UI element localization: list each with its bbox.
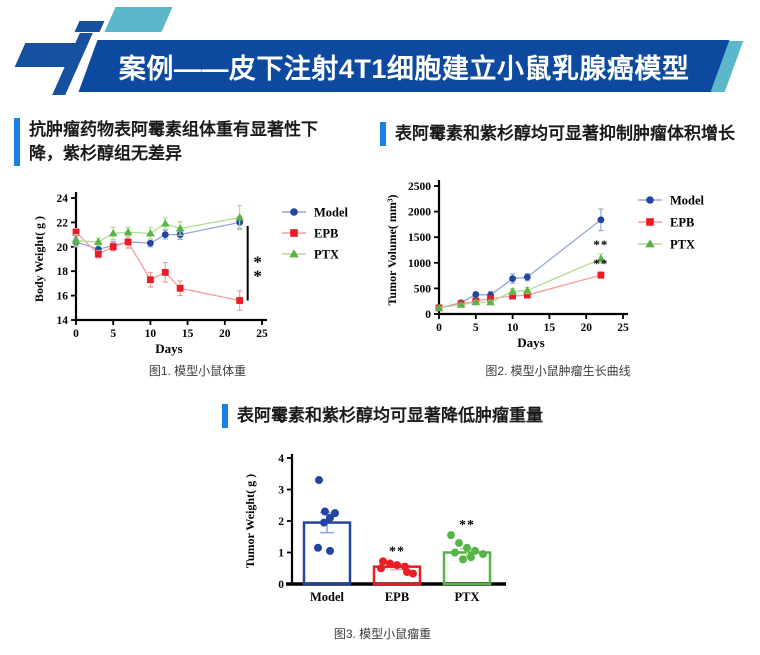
accent-bar (380, 122, 386, 146)
figure1-caption: 图1. 模型小鼠体重 (148, 364, 247, 378)
svg-text:EPB: EPB (385, 590, 409, 604)
svg-text:Model: Model (314, 206, 349, 220)
svg-text:1500: 1500 (408, 232, 431, 244)
svg-text:0: 0 (436, 322, 442, 334)
svg-text:*: * (253, 266, 262, 285)
svg-text:2: 2 (278, 516, 284, 528)
accent-bar (222, 404, 228, 428)
bar-group-Model (302, 476, 352, 586)
svg-text:EPB: EPB (314, 227, 338, 241)
svg-text:16: 16 (57, 291, 69, 303)
svg-text:0: 0 (278, 579, 284, 591)
bar-group-PTX (442, 531, 492, 586)
section-title-bottom-text: 表阿霉素和紫杉醇均可显著降低肿瘤重量 (237, 406, 543, 425)
series-PTX (434, 253, 606, 311)
tumor-volume-chart: 0 5 10 15 20 25 0 500 1000 1500 2000 2500 Days Tumor … (385, 180, 705, 350)
body-weight-chart: 0 5 10 15 20 25 14 16 18 20 22 24 Days Body Weight( g… (32, 192, 349, 356)
svg-text:**: ** (459, 518, 475, 533)
svg-text:25: 25 (617, 322, 629, 334)
svg-text:Tumor Volume( mm³): Tumor Volume( mm³) (385, 195, 399, 306)
legend: Model EPB PTX (638, 194, 705, 252)
svg-text:0: 0 (73, 328, 79, 340)
svg-text:15: 15 (544, 322, 556, 334)
svg-text:Body Weight( g ): Body Weight( g ) (32, 216, 46, 302)
bar-group-EPB (372, 557, 422, 586)
svg-text:2500: 2500 (408, 181, 431, 193)
svg-text:3: 3 (278, 485, 284, 497)
svg-text:EPB: EPB (670, 216, 694, 230)
section-title-left: 抗肿瘤药物表阿霉素组体重有显著性下降，紫杉醇组无差异 (14, 118, 341, 166)
svg-text:Model: Model (670, 194, 705, 208)
svg-text:20: 20 (580, 322, 592, 334)
svg-text:*: * (253, 252, 262, 271)
svg-text:14: 14 (57, 315, 69, 327)
axes: 0 5 10 15 20 25 14 16 18 20 22 24 Days Body Weight( g… (32, 192, 268, 356)
svg-text:5: 5 (473, 322, 479, 334)
accent-bar (14, 118, 20, 166)
blue-small-parallelogram-decoration (74, 21, 105, 32)
svg-text:PTX: PTX (314, 248, 339, 262)
svg-text:18: 18 (57, 266, 69, 278)
svg-text:5: 5 (110, 328, 116, 340)
svg-text:10: 10 (507, 322, 519, 334)
svg-text:Tumor Weight( g ): Tumor Weight( g ) (243, 474, 257, 568)
svg-text:22: 22 (57, 217, 69, 229)
tumor-weight-chart: 0 1 2 3 4 Tumor Weight( g ) Model EPB ** PTX ** (243, 453, 506, 604)
figure-tumor-weight: 0 1 2 3 4 Tumor Weight( g ) Model EPB ** PTX ** 图3… (240, 448, 525, 642)
svg-text:Days: Days (155, 341, 182, 356)
svg-text:0: 0 (425, 309, 431, 321)
svg-text:15: 15 (182, 328, 194, 340)
svg-text:2000: 2000 (408, 207, 431, 219)
svg-text:25: 25 (256, 328, 268, 340)
svg-text:Model: Model (310, 590, 345, 604)
axes: 0 5 10 15 20 25 0 500 1000 1500 2000 2500 Days Tumor … (385, 180, 629, 350)
svg-text:**: ** (593, 237, 608, 252)
svg-text:500: 500 (414, 283, 432, 295)
figure-tumor-volume: 0 5 10 15 20 25 0 500 1000 1500 2000 2500 Days Tumor … (383, 172, 733, 379)
svg-text:10: 10 (145, 328, 157, 340)
svg-text:PTX: PTX (455, 590, 480, 604)
svg-text:1: 1 (278, 548, 284, 560)
series-PTX (71, 204, 244, 248)
svg-text:**: ** (389, 544, 405, 559)
section-title-bottom: 表阿霉素和紫杉醇均可显著降低肿瘤重量 (222, 404, 543, 428)
series-EPB (72, 227, 244, 311)
legend: Model EPB PTX (282, 206, 349, 262)
figure3-caption: 图3. 模型小鼠瘤重 (333, 627, 432, 641)
section-title-left-text: 抗肿瘤药物表阿霉素组体重有显著性下降，紫杉醇组无差异 (29, 120, 318, 163)
header-banner: 案例——皮下注射4T1细胞建立小鼠乳腺癌模型 (78, 40, 730, 92)
svg-text:20: 20 (219, 328, 231, 340)
svg-text:1000: 1000 (408, 258, 431, 270)
svg-text:20: 20 (57, 242, 69, 254)
section-title-right-text: 表阿霉素和紫杉醇均可显著抑制肿瘤体积增长 (395, 124, 735, 143)
svg-text:24: 24 (57, 193, 69, 205)
figure2-caption: 图2. 模型小鼠肿瘤生长曲线 (485, 364, 631, 378)
svg-text:Days: Days (517, 335, 544, 350)
page-title: 案例——皮下注射4T1细胞建立小鼠乳腺癌模型 (118, 53, 690, 84)
svg-text:PTX: PTX (670, 238, 695, 252)
svg-text:4: 4 (278, 453, 284, 465)
svg-text:**: ** (593, 256, 608, 271)
teal-parallelogram-decoration (104, 7, 173, 32)
section-title-right: 表阿霉素和紫杉醇均可显著抑制肿瘤体积增长 (380, 122, 735, 146)
figure-body-weight: 0 5 10 15 20 25 14 16 18 20 22 24 Days Body Weight( g… (30, 182, 365, 379)
